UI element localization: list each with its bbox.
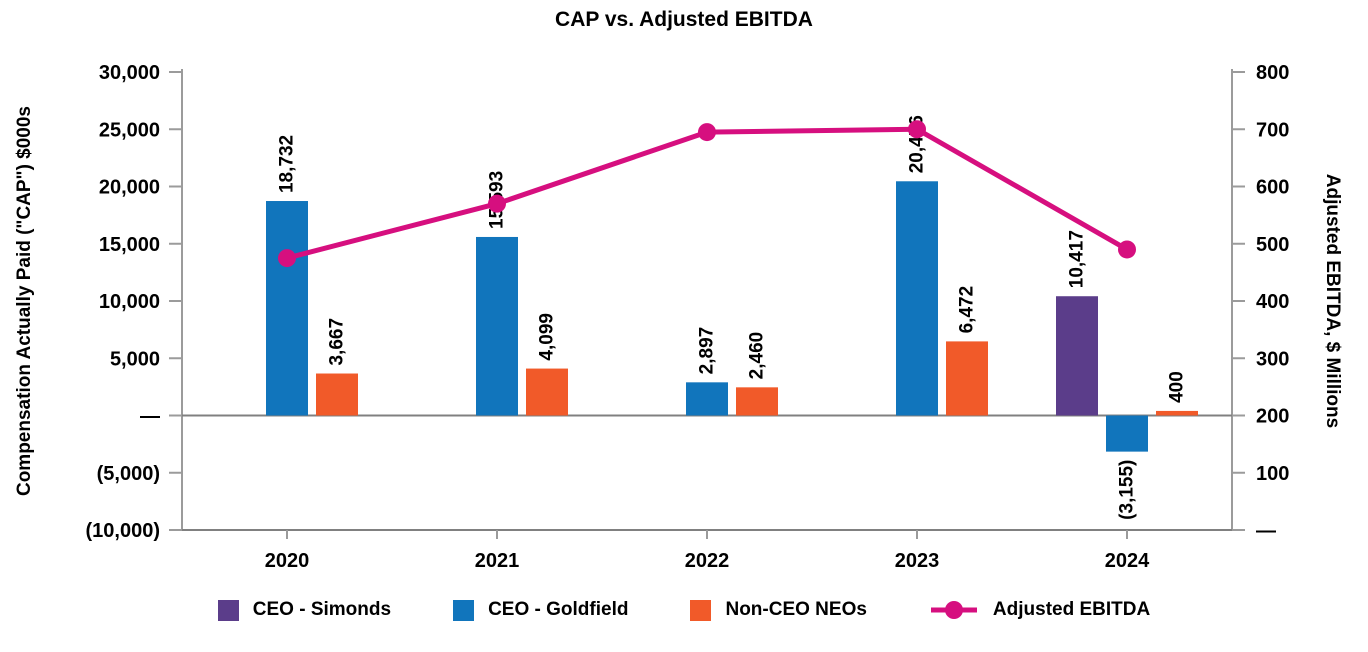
left-axis-tick-label: 25,000 bbox=[99, 119, 160, 141]
bar-non-ceo-neos-2023 bbox=[946, 341, 988, 416]
bar-ceo-goldfield-2022 bbox=[686, 382, 728, 416]
right-axis-tick-label: — bbox=[1256, 520, 1276, 542]
x-axis-year-label: 2024 bbox=[1105, 550, 1150, 572]
left-axis-tick-label: 30,000 bbox=[99, 62, 160, 84]
ebitda-point-2024 bbox=[1118, 240, 1136, 259]
ebitda-point-2022 bbox=[698, 123, 716, 142]
left-axis-tick-label: (5,000) bbox=[97, 463, 160, 485]
right-axis-tick-label: 700 bbox=[1256, 119, 1289, 141]
bar-data-label: 2,460 bbox=[747, 332, 768, 380]
left-axis-tick-label: 20,000 bbox=[99, 177, 160, 199]
legend-swatch-icon bbox=[217, 599, 239, 621]
legend-swatch-icon bbox=[453, 599, 475, 621]
left-axis-tick-label: 5,000 bbox=[110, 348, 160, 370]
legend-item-adjusted-ebitda: Adjusted EBITDA bbox=[929, 599, 1150, 621]
right-axis-tick-label: 500 bbox=[1256, 234, 1289, 256]
ebitda-point-2023 bbox=[908, 120, 926, 139]
left-axis-title: Compensation Actually Paid ("CAP") $000s bbox=[14, 106, 35, 496]
bar-data-label: 400 bbox=[1167, 371, 1188, 403]
chart-title: CAP vs. Adjusted EBITDA bbox=[555, 8, 813, 31]
bar-data-label: (3,155) bbox=[1117, 460, 1138, 520]
bar-data-label: 4,099 bbox=[537, 313, 558, 361]
legend-swatch-icon bbox=[690, 599, 712, 621]
bar-data-label: 18,732 bbox=[277, 135, 298, 193]
x-axis-year-label: 2023 bbox=[895, 550, 940, 572]
left-axis-tick-label: — bbox=[140, 406, 160, 428]
legend-item-ceo-simonds: CEO - Simonds bbox=[217, 599, 392, 621]
right-axis-tick-label: 400 bbox=[1256, 291, 1289, 313]
right-axis-tick-label: 200 bbox=[1256, 406, 1289, 428]
adjusted-ebitda-line bbox=[286, 126, 1129, 261]
legend-label: CEO - Goldfield bbox=[488, 599, 629, 620]
bar-ceo-goldfield-2020 bbox=[266, 201, 308, 416]
bar-ceo-goldfield-2021 bbox=[476, 236, 518, 416]
left-axis-tick-label: 15,000 bbox=[99, 234, 160, 256]
right-axis-title: Adjusted EBITDA, $ Millions bbox=[1322, 174, 1343, 428]
bar-non-ceo-neos-2021 bbox=[526, 368, 568, 416]
legend-label: Adjusted EBITDA bbox=[992, 599, 1151, 620]
legend-item-ceo-goldfield: CEO - Goldfield bbox=[453, 599, 628, 621]
bar-non-ceo-neos-2022 bbox=[736, 387, 778, 416]
bar-non-ceo-neos-2024 bbox=[1156, 410, 1198, 416]
legend-label: Non-CEO NEOs bbox=[725, 599, 867, 620]
right-axis-tick-label: 600 bbox=[1256, 177, 1289, 199]
legend-label: CEO - Simonds bbox=[252, 599, 392, 620]
bar-data-label: 2,897 bbox=[697, 327, 718, 375]
bar-ceo-simonds-2024 bbox=[1056, 296, 1098, 416]
bar-non-ceo-neos-2020 bbox=[316, 373, 358, 416]
bar-data-label: 10,417 bbox=[1067, 230, 1088, 288]
x-axis-year-label: 2021 bbox=[475, 550, 520, 572]
ebitda-point-2021 bbox=[488, 194, 506, 213]
left-axis-tick-label: (10,000) bbox=[86, 520, 161, 542]
right-axis-tick-label: 300 bbox=[1256, 348, 1289, 370]
right-axis-tick-label: 800 bbox=[1256, 62, 1289, 84]
bar-data-label: 6,472 bbox=[957, 286, 978, 334]
left-axis-tick-label: 10,000 bbox=[99, 291, 160, 313]
legend-item-non-ceo-neos: Non-CEO NEOs bbox=[690, 599, 867, 621]
x-axis-year-label: 2020 bbox=[265, 550, 310, 572]
right-axis-tick-label: 100 bbox=[1256, 463, 1289, 485]
legend-line-marker-icon bbox=[930, 601, 977, 619]
chart-legend: CEO - Simonds CEO - Goldfield Non-CEO NEOs… bbox=[0, 599, 1368, 621]
bar-ceo-goldfield-2024 bbox=[1106, 415, 1148, 452]
x-axis-year-label: 2022 bbox=[685, 550, 730, 572]
bar-data-label: 3,667 bbox=[327, 318, 348, 366]
ebitda-point-2020 bbox=[278, 249, 296, 268]
bar-ceo-goldfield-2023 bbox=[896, 181, 938, 416]
